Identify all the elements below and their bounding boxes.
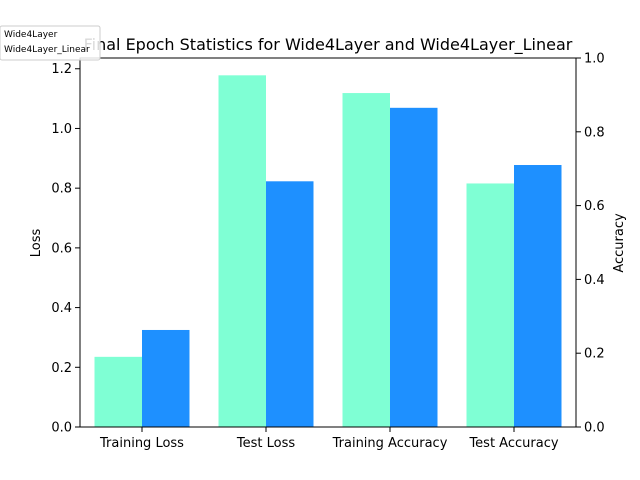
bars xyxy=(94,75,562,428)
right-tick-label-5: 1.0 xyxy=(584,52,605,67)
bar-1-2 xyxy=(390,107,438,427)
x-tick-label-3: Test Accuracy xyxy=(468,436,558,451)
legend-entry-1: Wide4Layer_Linear xyxy=(4,45,90,55)
left-tick-label-1: 0.2 xyxy=(51,361,72,376)
bar-1-3 xyxy=(514,165,562,427)
left-tick-label-3: 0.6 xyxy=(51,241,72,256)
right-tick-label-1: 0.2 xyxy=(584,347,605,362)
bar-0-2 xyxy=(342,93,390,428)
x-tick-label-0: Training Loss xyxy=(99,436,184,451)
right-tick-label-2: 0.4 xyxy=(584,273,605,288)
left-tick-label-2: 0.4 xyxy=(51,301,72,316)
x-tick-label-1: Test Loss xyxy=(236,436,295,451)
legend-box xyxy=(0,25,101,61)
bar-0-1 xyxy=(218,75,266,427)
bar-0-0 xyxy=(94,356,142,427)
x-axis: Training Loss Test Loss Training Accuracy T… xyxy=(99,427,559,451)
left-tick-label-4: 0.8 xyxy=(51,182,72,197)
right-tick-label-4: 0.8 xyxy=(584,125,605,140)
bar-1-1 xyxy=(266,181,314,427)
left-y-axis: 0.0 0.2 0.4 0.6 0.8 1.0 1.2 xyxy=(51,62,80,436)
left-tick-label-5: 1.0 xyxy=(51,122,72,137)
left-axis-label: Loss xyxy=(29,229,44,258)
right-tick-label-3: 0.6 xyxy=(584,199,605,214)
bar-0-3 xyxy=(466,183,514,427)
plot-frame xyxy=(79,57,577,428)
left-tick-label-0: 0.0 xyxy=(51,421,72,436)
right-y-axis: 0.0 0.2 0.4 0.6 0.8 1.0 xyxy=(576,52,605,436)
left-tick-label-6: 1.2 xyxy=(51,62,72,77)
chart-title: Final Epoch Statistics for Wide4Layer an… xyxy=(84,35,573,55)
right-axis-label: Accuracy xyxy=(612,213,627,273)
legend: Wide4Layer Wide4Layer_Linear xyxy=(0,25,101,61)
legend-entry-0: Wide4Layer xyxy=(4,30,58,40)
bar-1-0 xyxy=(142,329,190,427)
x-tick-label-2: Training Accuracy xyxy=(332,436,448,451)
right-tick-label-0: 0.0 xyxy=(584,421,605,436)
